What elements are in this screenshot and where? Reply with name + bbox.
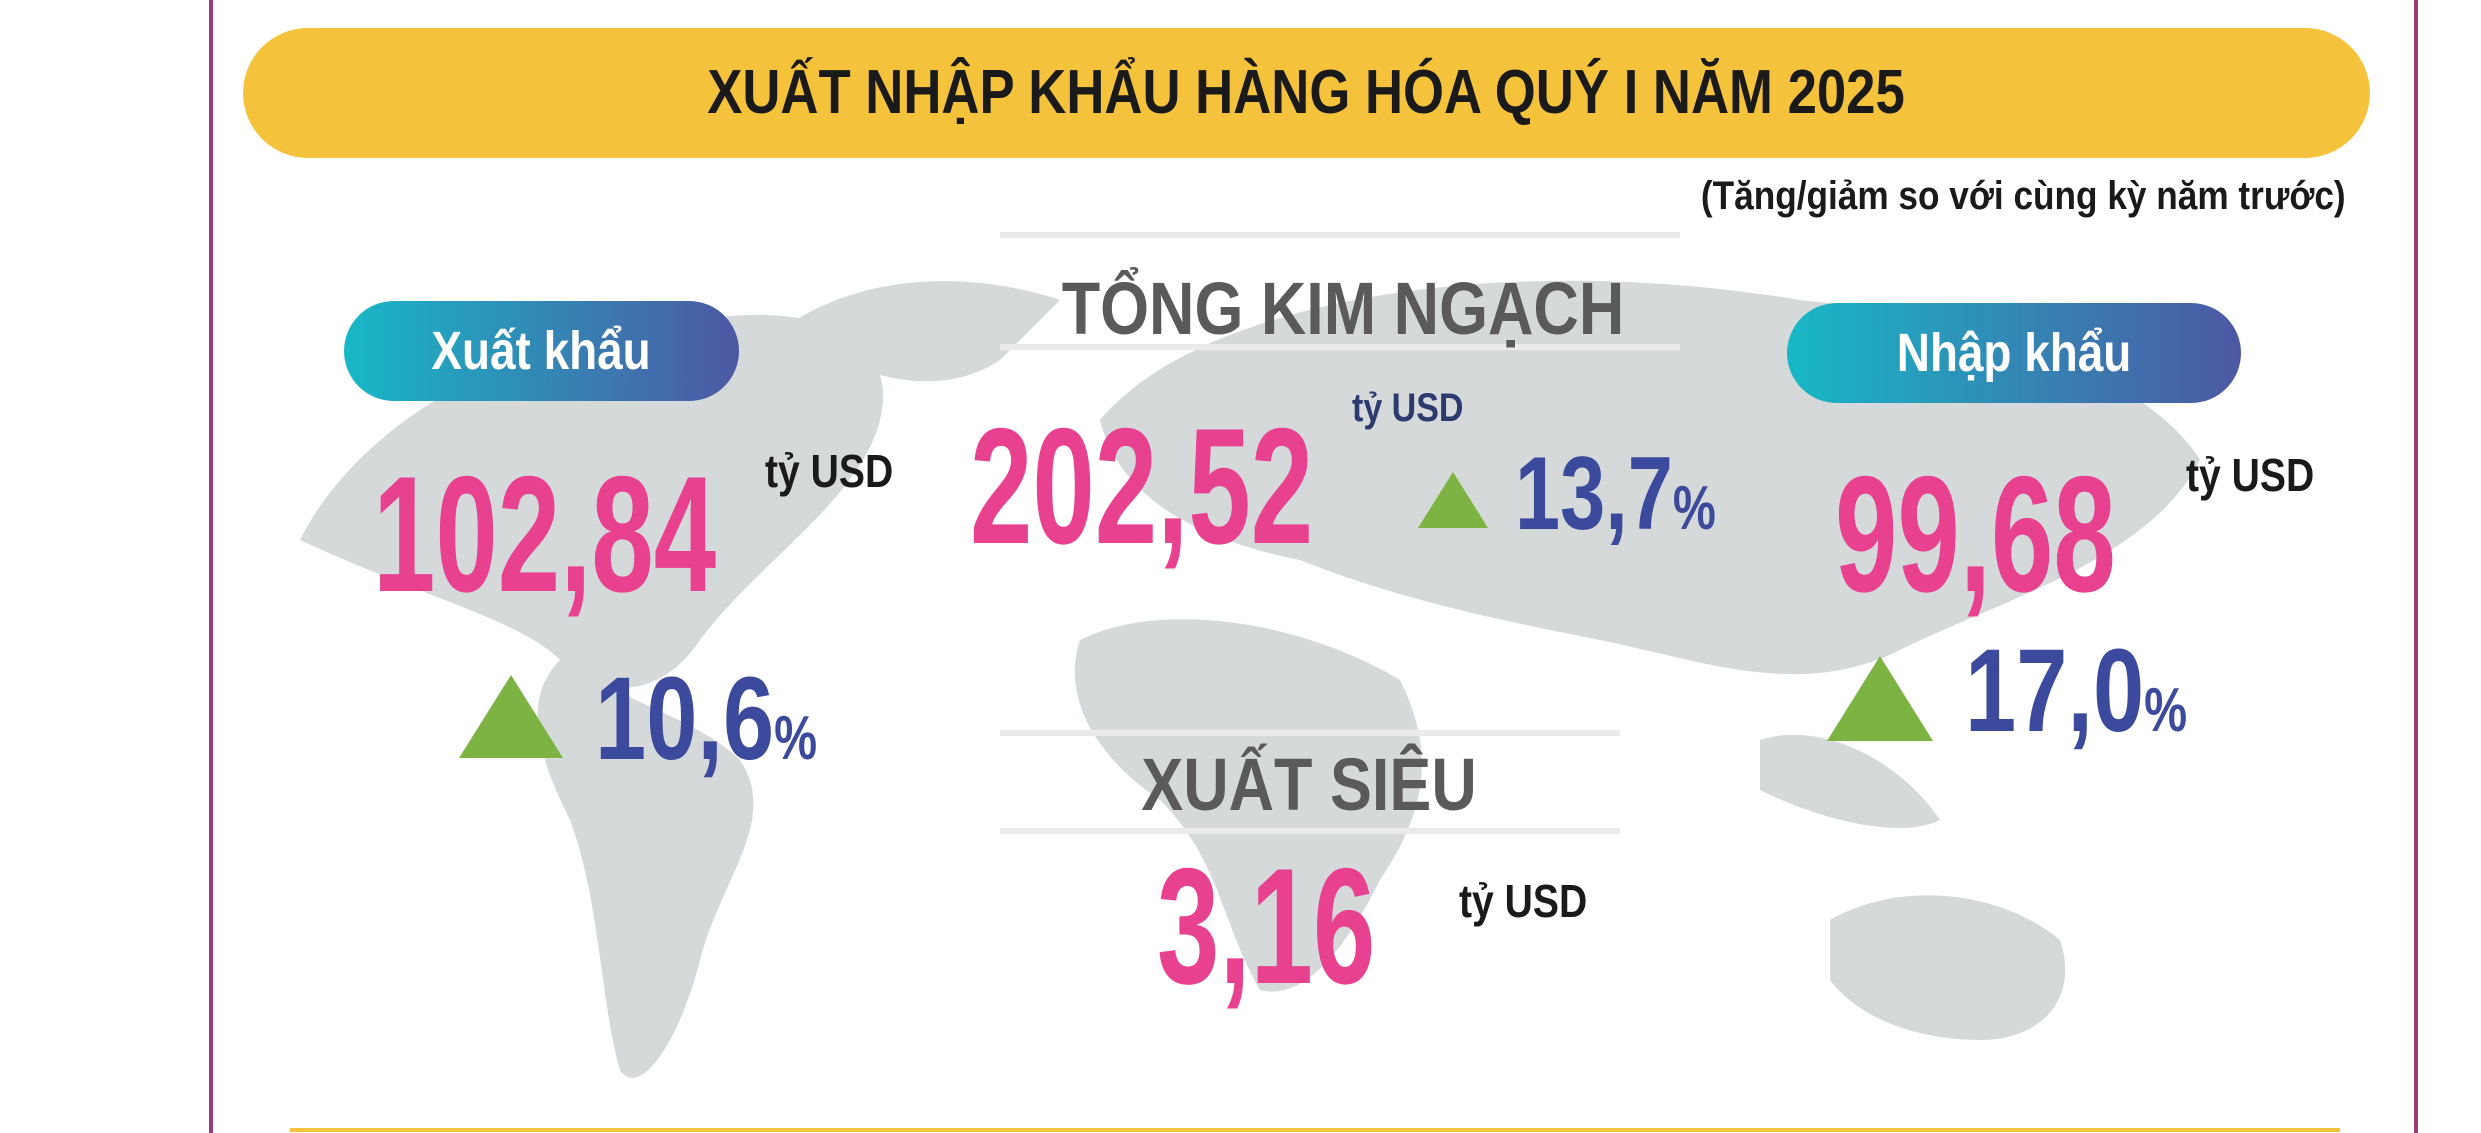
export-pill: Xuất khẩu: [344, 301, 739, 401]
surplus-unit: tỷ USD: [1459, 875, 1588, 927]
import-value: 99,68: [1835, 442, 2116, 626]
total-change: 13,7%: [1515, 442, 1716, 546]
export-label: Xuất khẩu: [431, 321, 652, 381]
export-value: 102,84: [373, 442, 717, 626]
total-change-unit: %: [1672, 474, 1716, 543]
export-change-value: 10,6: [595, 653, 775, 785]
surplus-label: XUẤT SIÊU: [1141, 743, 1477, 826]
total-value: 202,52: [970, 394, 1314, 578]
import-change-unit: %: [2144, 676, 2188, 745]
import-label: Nhập khẩu: [1896, 323, 2132, 383]
surplus-value: 3,16: [1157, 834, 1376, 1018]
export-unit: tỷ USD: [765, 445, 894, 497]
import-change: 17,0%: [1965, 632, 2187, 750]
export-change: 10,6%: [595, 660, 817, 778]
title: XUẤT NHẬP KHẨU HÀNG HÓA QUÝ I NĂM 2025: [707, 58, 1905, 127]
import-pill: Nhập khẩu: [1787, 303, 2241, 403]
import-change-value: 17,0: [1965, 625, 2145, 757]
import-unit: tỷ USD: [2186, 449, 2315, 501]
note: (Tăng/giảm so với cùng kỳ năm trước): [1701, 174, 2346, 218]
total-change-value: 13,7: [1515, 436, 1673, 552]
export-change-unit: %: [774, 704, 818, 773]
total-label: TỔNG KIM NGẠCH: [1061, 267, 1625, 350]
total-unit: tỷ USD: [1352, 386, 1464, 430]
